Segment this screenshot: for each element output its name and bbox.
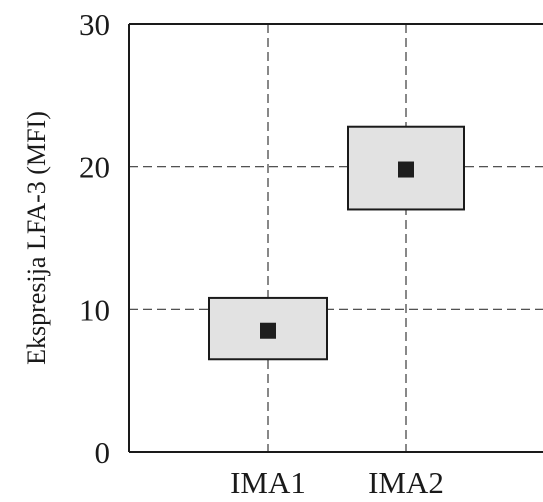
median-marker-ima1 bbox=[260, 322, 276, 339]
y-tick-labels: 0 10 20 30 bbox=[79, 7, 110, 470]
y-tick-label: 30 bbox=[79, 7, 110, 42]
plot-area bbox=[128, 23, 543, 453]
x-tick-label: IMA2 bbox=[368, 465, 444, 500]
y-tick-label: 10 bbox=[79, 292, 110, 327]
y-tick-label: 0 bbox=[95, 435, 111, 470]
boxes bbox=[208, 125, 465, 361]
x-tick-labels: IMA1 IMA2 bbox=[230, 465, 444, 500]
x-tick-label: IMA1 bbox=[230, 465, 306, 500]
y-tick-label: 20 bbox=[79, 150, 110, 185]
axes bbox=[128, 23, 543, 453]
grid bbox=[129, 24, 543, 452]
median-marker-ima2 bbox=[398, 161, 414, 178]
y-axis-title: Ekspresija LFA-3 (MFI) bbox=[22, 111, 51, 365]
